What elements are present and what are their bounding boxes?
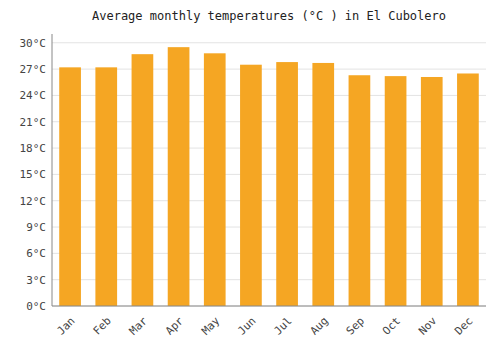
y-tick-label: 9°C xyxy=(26,221,46,234)
grid xyxy=(52,43,486,306)
bar xyxy=(95,67,117,306)
x-tick-label: Nov xyxy=(416,314,440,338)
bar xyxy=(421,77,443,306)
x-tick-label: Jul xyxy=(271,314,294,337)
x-tick-label: Mar xyxy=(127,314,151,338)
bar xyxy=(132,54,154,306)
x-tick-label: May xyxy=(199,314,223,338)
bar xyxy=(59,67,81,306)
bar xyxy=(276,62,298,306)
bar xyxy=(204,53,226,306)
x-axis: Jan Feb Mar Apr May Jun Jul Aug Sep Oct Nov Dec xyxy=(54,314,475,338)
x-tick-label: Sep xyxy=(344,314,367,337)
x-tick-label: Dec xyxy=(452,314,475,337)
y-tick-label: 30°C xyxy=(20,37,47,50)
x-tick-label: Jan xyxy=(54,314,77,337)
y-tick-label: 6°C xyxy=(26,247,46,260)
bar xyxy=(240,65,262,306)
x-tick-label: Jun xyxy=(235,314,258,337)
y-tick-label: 18°C xyxy=(20,142,47,155)
page: {"chart_data": {"type": "bar", "title": … xyxy=(0,0,500,350)
y-tick-label: 27°C xyxy=(20,63,47,76)
x-tick-label: Apr xyxy=(163,314,187,338)
y-tick-label: 12°C xyxy=(20,195,47,208)
bar xyxy=(457,73,479,306)
grid-line xyxy=(52,306,486,307)
y-tick-label: 3°C xyxy=(26,274,46,287)
bars xyxy=(59,47,479,306)
y-tick-label: 21°C xyxy=(20,116,47,129)
grid-line xyxy=(52,42,486,43)
y-tick-label: 24°C xyxy=(20,89,47,102)
y-tick-label: 15°C xyxy=(20,168,47,181)
title: Average monthly temperatures (°C ) in El… xyxy=(92,9,446,23)
x-axis-line xyxy=(52,306,486,307)
bar xyxy=(312,63,334,306)
x-tick-label: Oct xyxy=(380,314,403,337)
x-tick-label: Feb xyxy=(91,314,114,337)
bar xyxy=(385,76,407,306)
bar xyxy=(349,75,371,306)
y-tick-label: 0°C xyxy=(26,300,46,313)
y-axis: 0°C 3°C 6°C 9°C 12°C 15°C 18°C 21°C 24°C 27°C 30°C xyxy=(20,37,47,313)
y-axis-line xyxy=(52,34,53,306)
x-tick-label: Aug xyxy=(308,314,331,337)
bar xyxy=(168,47,190,306)
chart: Average monthly temperatures (°C ) in El… xyxy=(0,0,500,350)
